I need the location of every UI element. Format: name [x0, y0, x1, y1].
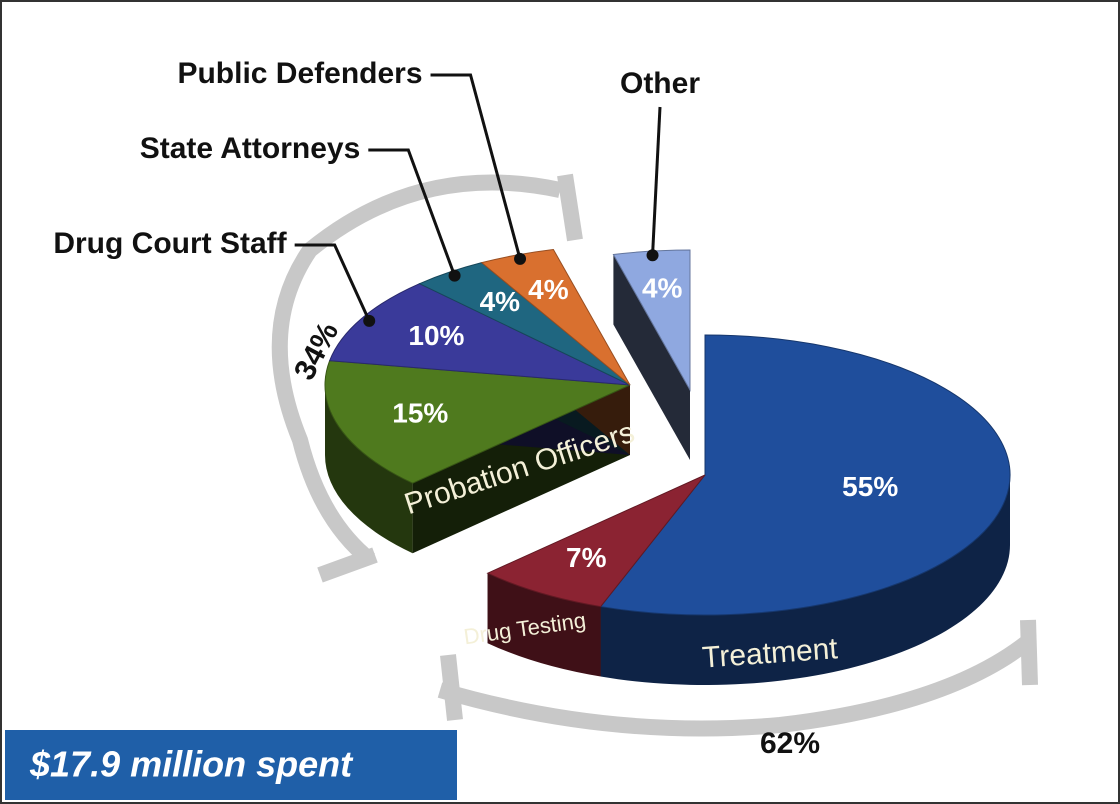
slice: [328, 283, 631, 386]
leader-dot: [646, 249, 659, 262]
bracket-small: [271, 174, 562, 567]
pie: [324, 248, 1011, 685]
group-label: 62%: [760, 727, 820, 760]
leader-dot: [363, 314, 376, 327]
caption: $17.9 million spent: [29, 744, 354, 785]
leader-dot: [514, 252, 527, 265]
value-label: 7%: [566, 542, 607, 573]
leader-line: [294, 243, 371, 322]
slice-tops: [324, 248, 1011, 616]
slice-wall: [613, 254, 690, 460]
leader-dot: [448, 269, 461, 282]
value-label: 10%: [408, 320, 464, 351]
slice: [599, 334, 1011, 616]
category-label: State Attorneys: [140, 132, 361, 165]
bracket-end: [317, 547, 378, 583]
leader-line: [430, 73, 522, 260]
bracket-end: [440, 654, 463, 721]
slice: [486, 474, 706, 608]
value-label: 4%: [642, 272, 683, 303]
value-label: 4%: [480, 286, 521, 317]
slice: [324, 360, 631, 484]
bracket-end: [1020, 619, 1038, 686]
category-label: Drug Court Staff: [53, 227, 287, 260]
leader-line: [368, 148, 456, 277]
leader-line: [651, 106, 662, 256]
slice-side: [487, 573, 601, 677]
category-label: Public Defenders: [177, 57, 422, 90]
category-label: Other: [620, 67, 700, 100]
slice-side: [600, 475, 1010, 685]
value-label: 15%: [392, 397, 448, 428]
bracket-large: [437, 633, 1036, 737]
value-label: 4%: [528, 274, 569, 305]
value-label: 55%: [842, 471, 898, 502]
bracket-end: [557, 173, 583, 242]
slice-sides: [325, 385, 1010, 685]
group-brackets: [271, 173, 1038, 737]
slice-side: [325, 385, 413, 554]
caption-box: [5, 730, 457, 800]
